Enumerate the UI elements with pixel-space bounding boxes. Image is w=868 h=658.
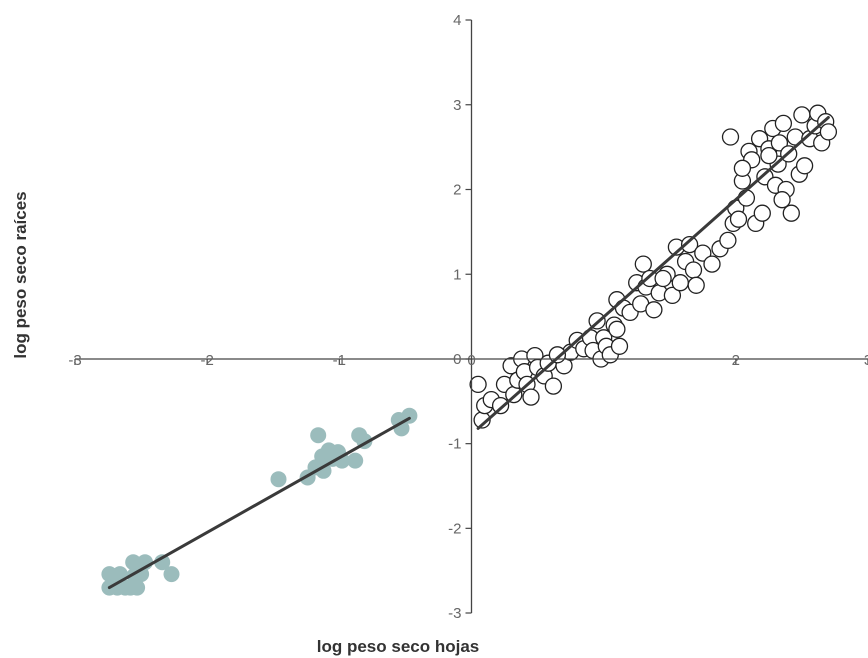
x-tick-label: 0 <box>467 352 475 369</box>
chart-axes: -3 -2 -1 0 2 3 4 3 2 1 0 -1 -2 -3 <box>68 12 868 622</box>
data-point <box>671 274 689 292</box>
y-tick-label: 0 <box>453 351 461 368</box>
x-axis-title: log peso seco hojas <box>317 637 480 656</box>
data-point <box>694 244 712 262</box>
fit-line <box>476 115 830 430</box>
x-tick-label: -2 <box>200 352 213 369</box>
data-point <box>684 261 703 279</box>
data-point <box>610 337 629 355</box>
data-point <box>663 286 682 305</box>
data-point <box>729 210 748 228</box>
data-point <box>819 123 838 141</box>
data-point <box>654 269 672 288</box>
data-point <box>334 452 350 469</box>
data-point <box>608 320 626 338</box>
x-tick-label: 2 <box>732 352 740 369</box>
y-tick-label: 1 <box>453 266 461 283</box>
data-point <box>544 377 563 395</box>
data-point <box>469 375 487 394</box>
data-point <box>760 146 778 165</box>
y-tick-label: -2 <box>448 520 461 537</box>
data-point <box>721 128 740 146</box>
chart-marks <box>101 104 838 596</box>
data-point <box>491 396 510 415</box>
data-point <box>719 231 737 250</box>
data-point <box>703 255 721 273</box>
data-point <box>315 462 332 479</box>
data-point <box>733 159 752 177</box>
data-point <box>154 554 171 571</box>
data-point <box>687 276 705 294</box>
data-point <box>347 452 364 469</box>
data-point <box>753 204 771 222</box>
data-point <box>163 566 180 583</box>
x-tick-label: -3 <box>68 352 81 369</box>
y-tick-label: 4 <box>453 12 461 29</box>
data-point <box>795 157 814 175</box>
data-point <box>774 114 793 133</box>
data-point <box>634 255 652 273</box>
y-tick-label: 3 <box>453 97 461 114</box>
data-point <box>782 204 800 222</box>
fit-line <box>107 416 411 590</box>
y-tick-label: -1 <box>448 436 461 453</box>
data-point <box>310 427 327 444</box>
y-tick-label: -3 <box>448 605 461 622</box>
data-point <box>680 235 699 254</box>
data-point <box>773 191 791 209</box>
data-point <box>770 134 789 152</box>
data-point <box>645 301 663 319</box>
y-tick-label: 2 <box>453 182 461 199</box>
y-axis-title: log peso seco raíces <box>11 191 30 358</box>
x-tick-label: 3 <box>864 352 868 369</box>
fit-lines <box>107 115 830 590</box>
data-point <box>793 106 811 124</box>
data-point <box>522 388 540 406</box>
data-point <box>737 189 756 207</box>
data-point <box>270 471 287 488</box>
x-tick-label: -1 <box>333 352 346 369</box>
data-point <box>129 579 146 596</box>
